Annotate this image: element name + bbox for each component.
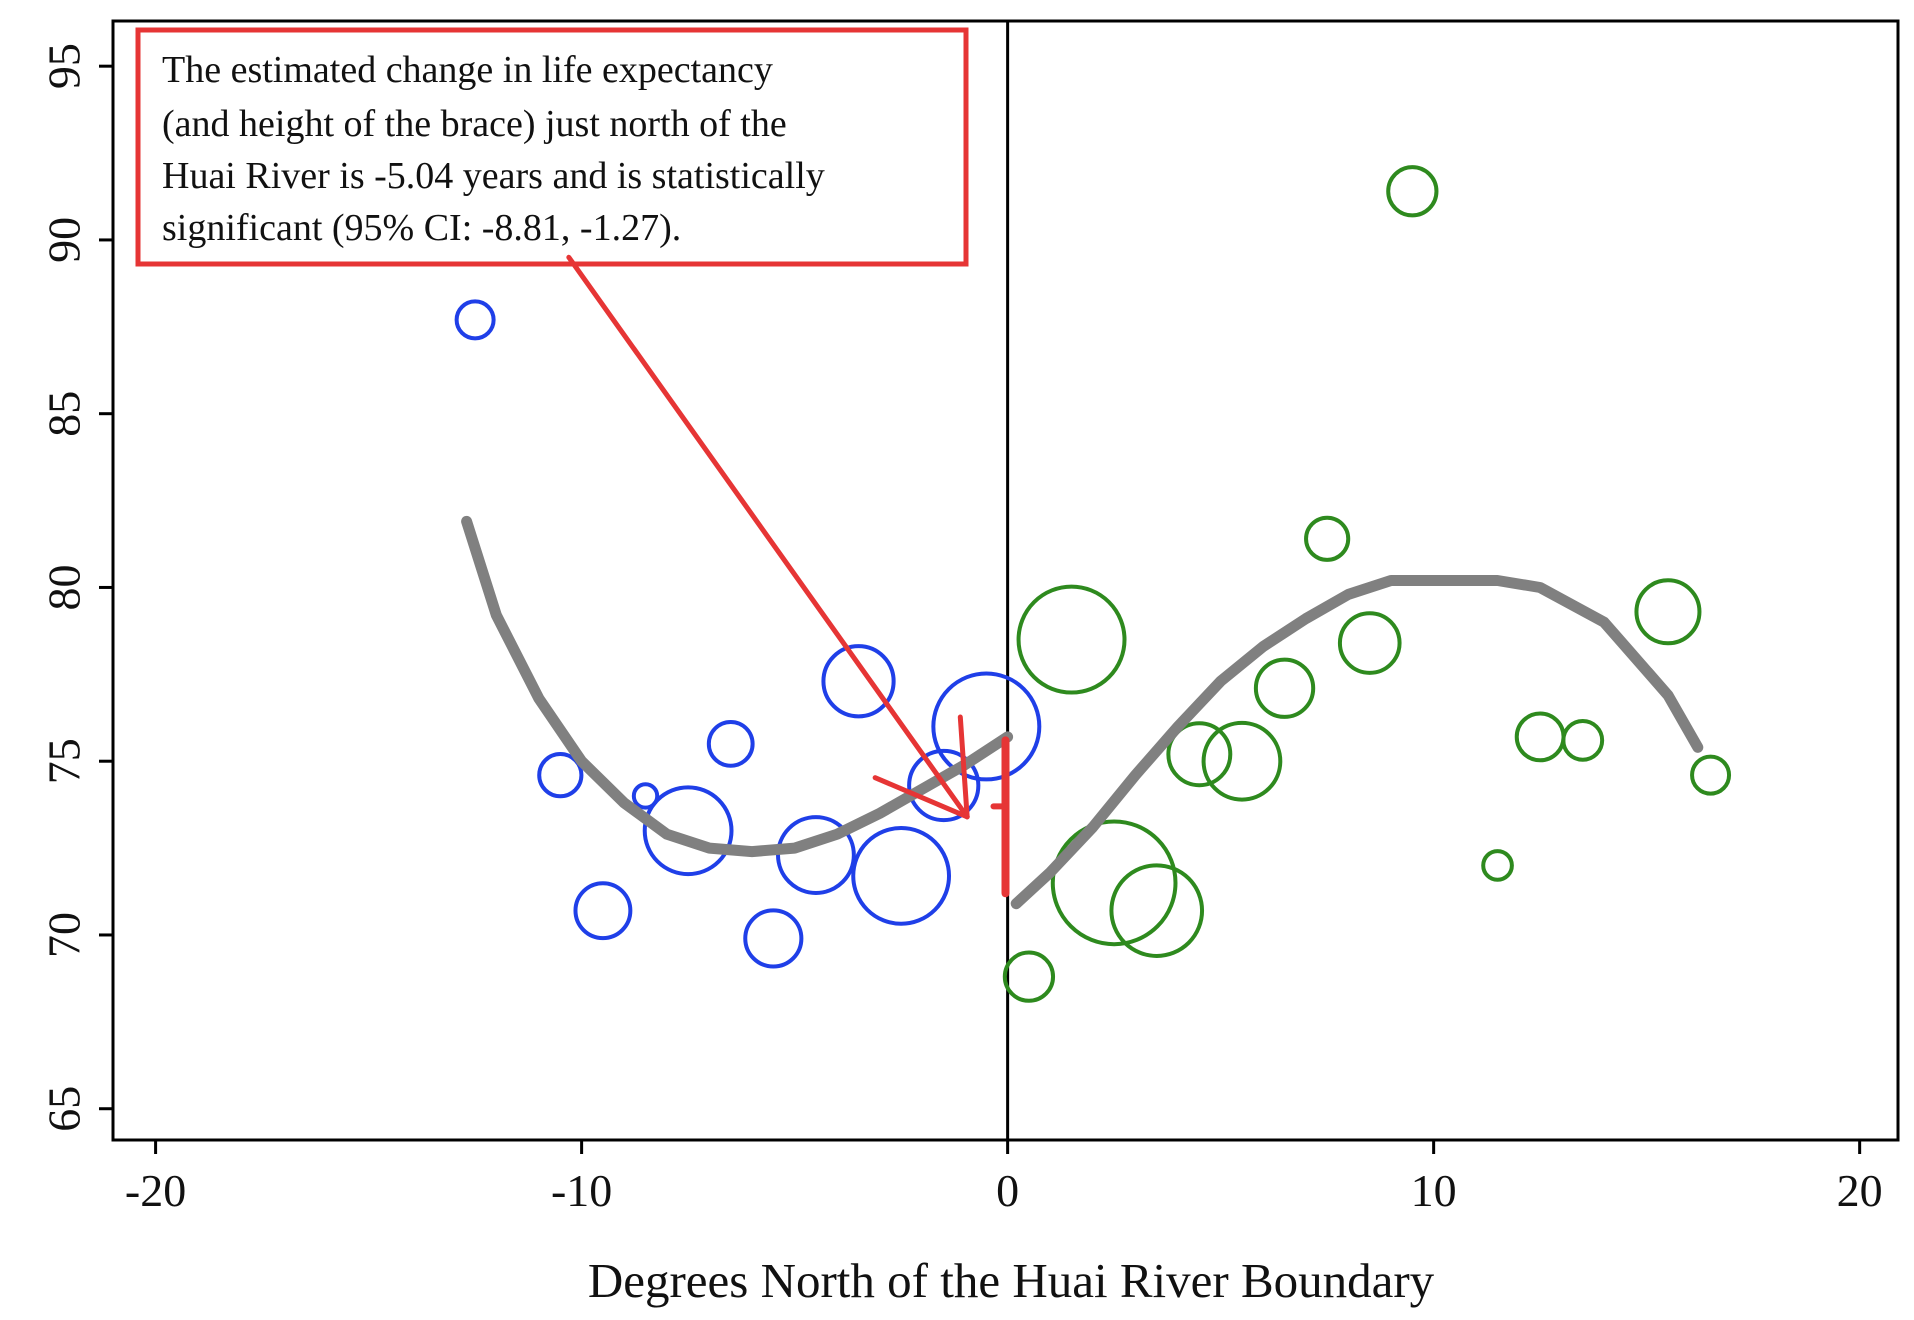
x-tick-label: 10 [1411, 1165, 1457, 1216]
y-tick-label: 95 [39, 43, 90, 89]
annotation-arrow-head [872, 775, 970, 820]
north-fit-line [1010, 575, 1704, 910]
south-city-bubble [931, 671, 1042, 782]
annotation-box [135, 27, 969, 267]
y-tick-label: 75 [39, 738, 90, 784]
north-city-bubble [1109, 863, 1205, 958]
y-tick-label: 70 [39, 912, 90, 958]
x-tick-label: 20 [1837, 1165, 1883, 1216]
axes-group: -20 -10 0 10 20 65 70 75 80 85 90 95 [39, 43, 1883, 1216]
north-city-bubble [1016, 584, 1127, 695]
plot-frame [111, 19, 1900, 1142]
south-city-bubble [851, 826, 952, 926]
north-city-bubble [1634, 578, 1702, 646]
annotation-arrow-shaft [566, 254, 970, 820]
south-city-bubble [537, 752, 584, 799]
north-city-bubble [1002, 950, 1056, 1003]
annotation-line-4: significant (95% CI: -8.81, -1.27). [162, 207, 681, 249]
y-tick-label: 65 [39, 1086, 90, 1132]
annotation-group: The estimated change in life expectancy … [135, 27, 969, 267]
y-tick-label: 85 [39, 391, 90, 437]
north-city-bubble [1337, 611, 1402, 675]
south-city-bubble [907, 748, 981, 823]
brace-group [990, 736, 1010, 898]
south-city-bubble [454, 299, 496, 341]
south-city-bubble [776, 815, 856, 895]
north-city-bubble [1201, 720, 1283, 802]
x-tick-label: -20 [125, 1165, 186, 1216]
south-city-bubble [642, 785, 734, 877]
annotation-arrow-group [566, 254, 970, 820]
north-city-bubble [1514, 711, 1566, 763]
north-city-bubble [1253, 657, 1316, 719]
south-city-bubble [743, 908, 804, 969]
north-city-bubble [1166, 721, 1233, 788]
x-axis-title: Degrees North of the Huai River Boundary [588, 1253, 1435, 1308]
y-tick-label: 80 [39, 564, 90, 610]
south-city-bubble [631, 782, 660, 810]
south-city-bubble [573, 881, 633, 941]
data-points-group [454, 165, 1732, 1003]
north-city-bubble [1386, 165, 1439, 218]
annotation-line-1: The estimated change in life expectancy [162, 49, 773, 91]
annotation-line-2: (and height of the brace) just north of … [162, 103, 787, 145]
north-city-bubble [1690, 754, 1732, 796]
north-city-bubble [1304, 515, 1351, 562]
fit-lines-group [461, 515, 1704, 910]
south-city-bubble [821, 644, 896, 719]
annotation-line-3: Huai River is -5.04 years and is statist… [162, 155, 825, 197]
north-city-bubble [1561, 718, 1605, 762]
x-tick-label: -10 [551, 1165, 612, 1216]
north-city-bubble [1050, 819, 1178, 947]
south-city-bubble [706, 719, 755, 768]
x-tick-label: 0 [996, 1165, 1019, 1216]
north-city-bubble [1481, 849, 1514, 882]
annotation-arrow-head [957, 714, 970, 820]
y-tick-label: 90 [39, 217, 90, 263]
